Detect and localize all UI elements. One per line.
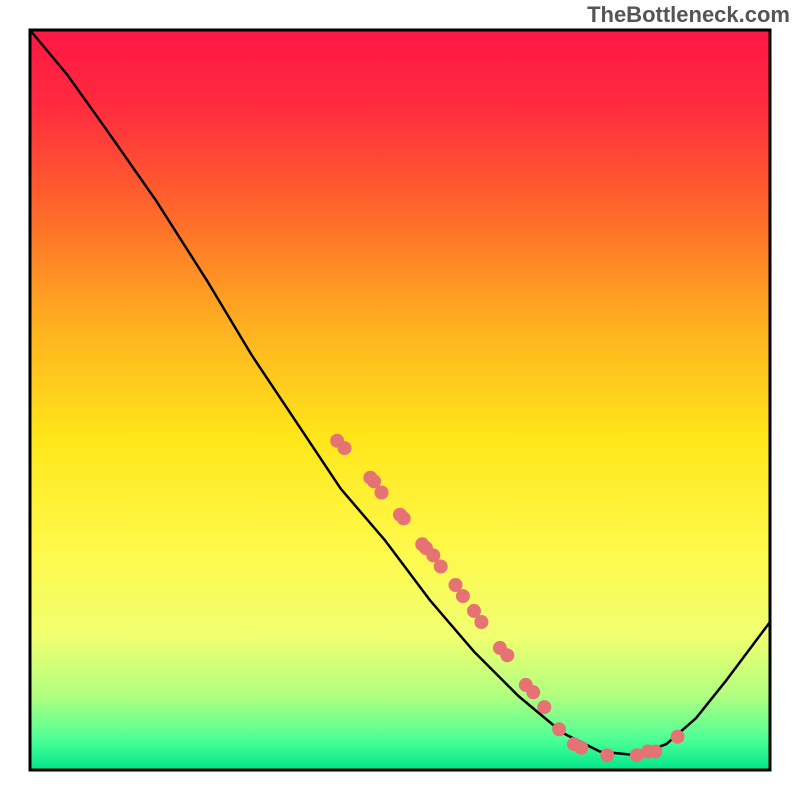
watermark-text: TheBottleneck.com [587,2,790,28]
data-marker [338,441,352,455]
data-marker [434,560,448,574]
data-marker [375,486,389,500]
data-marker [600,748,614,762]
data-marker [671,730,685,744]
data-marker [648,745,662,759]
data-marker [500,648,514,662]
chart-container: TheBottleneck.com [0,0,800,800]
data-marker [552,722,566,736]
data-marker [537,700,551,714]
data-marker [456,589,470,603]
data-marker [574,741,588,755]
data-marker [474,615,488,629]
plot-background [30,30,770,770]
data-marker [526,685,540,699]
chart-svg [0,0,800,800]
data-marker [397,511,411,525]
